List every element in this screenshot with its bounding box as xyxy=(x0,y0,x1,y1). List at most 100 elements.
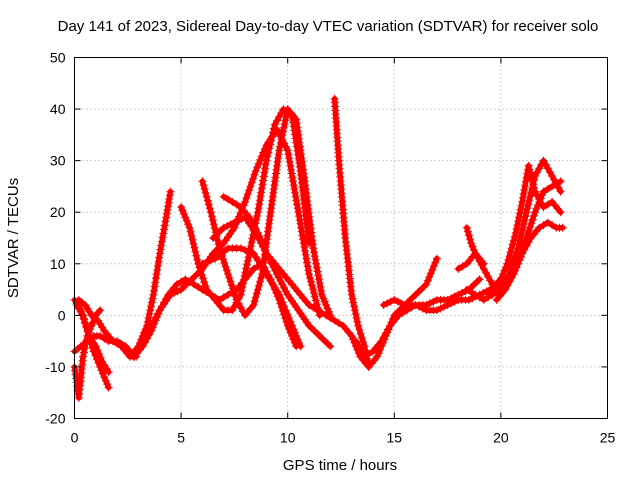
data-point xyxy=(219,223,228,232)
data-point xyxy=(249,264,258,273)
data-point xyxy=(234,299,243,308)
data-point xyxy=(185,223,194,232)
data-point xyxy=(268,132,277,141)
data-point xyxy=(258,180,267,189)
data-point xyxy=(84,327,93,336)
data-point xyxy=(292,332,301,340)
data-point xyxy=(364,350,373,358)
data-point xyxy=(140,338,149,347)
data-point xyxy=(429,297,438,306)
data-point xyxy=(163,206,172,214)
data-point xyxy=(274,273,283,282)
data-point xyxy=(160,225,168,234)
data-point xyxy=(510,232,519,241)
data-point xyxy=(94,316,102,325)
data-point xyxy=(273,161,281,170)
data-point xyxy=(535,164,544,173)
data-point xyxy=(204,200,213,209)
series-track-4 xyxy=(72,301,113,377)
data-point xyxy=(197,270,206,279)
data-point xyxy=(326,313,335,322)
data-point xyxy=(265,219,273,228)
data-point xyxy=(312,263,321,272)
data-point xyxy=(236,290,245,299)
data-point xyxy=(166,290,175,299)
data-point xyxy=(192,251,201,260)
data-point xyxy=(190,243,199,252)
data-point xyxy=(283,310,292,319)
data-point xyxy=(162,209,171,218)
data-point xyxy=(245,186,254,195)
data-point xyxy=(393,297,402,306)
x-tick-label: 25 xyxy=(600,430,616,446)
data-point xyxy=(269,128,277,137)
data-point xyxy=(523,169,532,178)
data-point xyxy=(531,187,539,196)
data-point xyxy=(253,208,262,217)
data-point xyxy=(100,373,109,382)
data-point xyxy=(308,285,317,294)
data-point xyxy=(301,250,310,259)
data-point xyxy=(377,337,386,346)
x-axis-label: GPS time / hours xyxy=(283,457,397,474)
data-point xyxy=(152,313,161,322)
data-point xyxy=(201,188,210,197)
data-point xyxy=(249,249,258,258)
data-point xyxy=(193,255,202,264)
data-point xyxy=(457,289,466,297)
data-point xyxy=(467,239,476,248)
series-track-14 xyxy=(330,94,373,371)
data-point xyxy=(524,200,533,209)
data-point xyxy=(265,144,274,153)
data-point xyxy=(241,268,250,277)
data-point xyxy=(76,307,85,316)
data-point xyxy=(253,212,262,220)
data-point xyxy=(394,311,403,320)
data-point xyxy=(255,235,264,244)
data-point xyxy=(432,254,441,263)
data-point xyxy=(256,192,265,201)
data-point xyxy=(468,242,477,251)
data-point xyxy=(278,298,287,307)
data-point xyxy=(223,222,232,230)
data-point xyxy=(285,157,294,166)
data-point xyxy=(93,346,102,355)
data-point xyxy=(224,290,232,299)
data-point xyxy=(532,204,541,213)
data-point xyxy=(307,277,315,286)
data-point xyxy=(236,303,245,312)
data-point xyxy=(315,279,324,288)
data-point xyxy=(292,115,301,124)
data-point xyxy=(224,195,232,204)
data-point xyxy=(520,245,529,254)
data-point xyxy=(314,271,323,280)
data-point xyxy=(253,163,262,172)
data-point xyxy=(289,181,298,190)
data-point xyxy=(100,334,109,343)
data-point xyxy=(504,255,513,264)
data-point xyxy=(140,328,149,337)
data-point xyxy=(271,173,280,182)
data-point xyxy=(319,294,328,303)
data-point xyxy=(205,204,214,213)
data-point xyxy=(467,288,476,297)
data-point xyxy=(269,185,278,193)
data-point xyxy=(268,196,277,205)
data-point xyxy=(286,317,295,326)
data-point xyxy=(247,178,256,187)
data-point xyxy=(257,184,266,193)
data-point xyxy=(213,236,222,245)
y-tick-label: 20 xyxy=(50,204,66,220)
data-point xyxy=(201,281,210,290)
data-point xyxy=(521,177,530,186)
data-point xyxy=(526,169,535,178)
data-point xyxy=(230,218,239,227)
x-tick-label: 15 xyxy=(387,430,403,446)
data-point xyxy=(519,220,528,229)
data-point xyxy=(230,288,239,297)
data-point xyxy=(209,220,218,229)
data-point xyxy=(450,297,459,306)
data-point xyxy=(98,323,107,332)
data-point xyxy=(541,160,550,169)
data-point xyxy=(243,260,251,269)
